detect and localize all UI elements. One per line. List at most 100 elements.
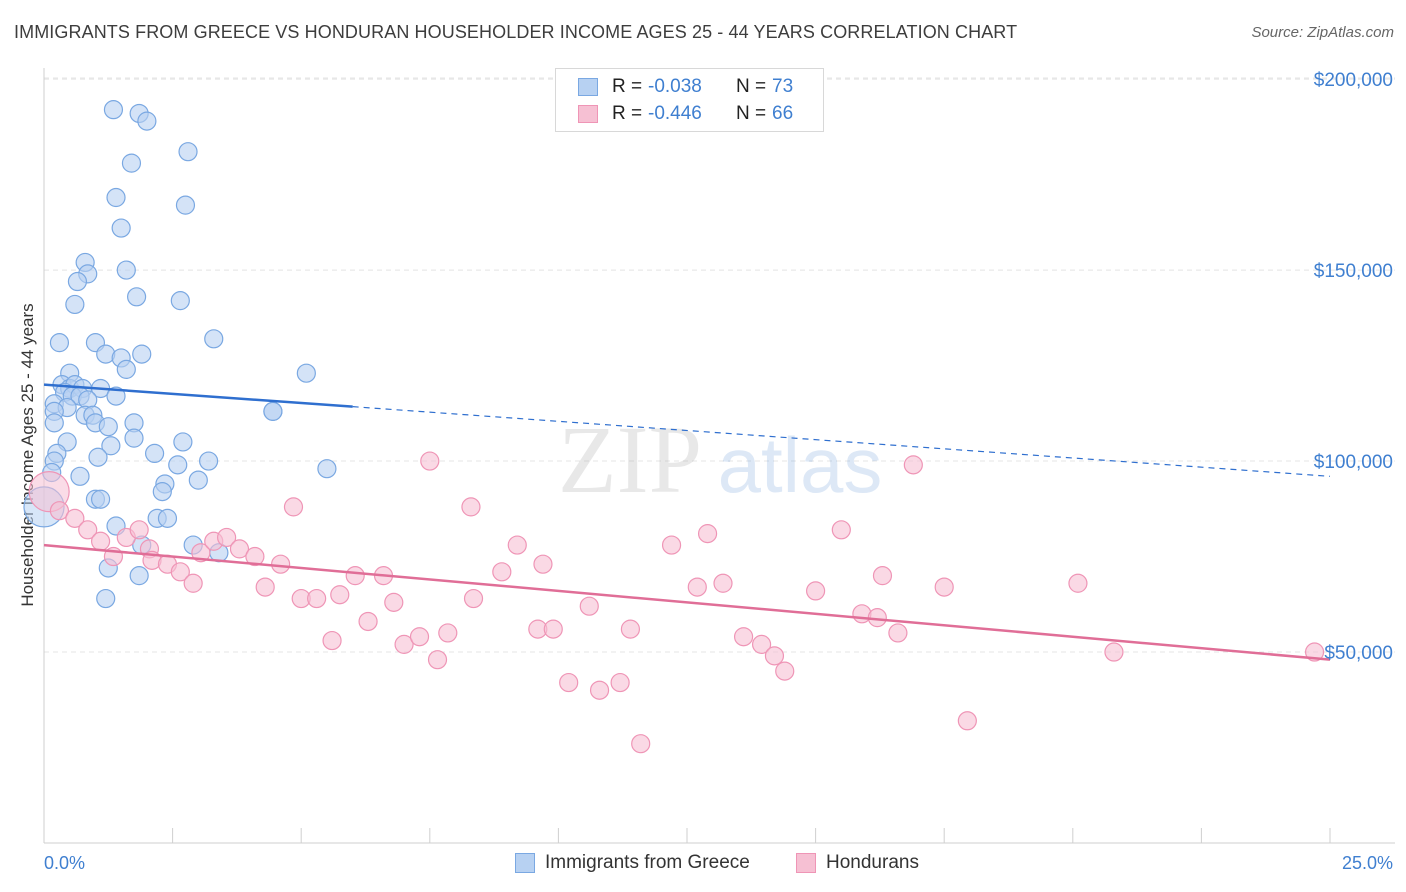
honduran-point <box>697 524 718 544</box>
honduran-point <box>384 592 404 612</box>
data-points <box>23 100 1325 754</box>
honduran-point <box>461 497 481 517</box>
honduran-point <box>191 543 211 563</box>
legend-n-value: 66 <box>772 103 794 124</box>
honduran-point <box>831 520 851 540</box>
source-label: Source: ZipAtlas.com <box>1251 24 1394 41</box>
greece-point <box>124 428 144 448</box>
legend-n-label: N = <box>736 103 767 124</box>
honduran-point <box>65 508 85 528</box>
greece-point <box>116 260 136 280</box>
honduran-point <box>78 520 98 540</box>
correlation-legend: R = -0.038 N = 73 R = -0.446 N = 66 <box>555 68 824 132</box>
legend-swatch-hondurans <box>578 105 598 123</box>
honduran-point <box>903 455 923 475</box>
honduran-point <box>543 619 563 639</box>
honduran-point <box>610 672 630 693</box>
greece-point <box>116 359 136 379</box>
honduran-point <box>217 527 237 548</box>
legend-r-value: -0.446 <box>648 103 702 124</box>
greece-point <box>178 142 198 162</box>
greece-point <box>65 294 85 315</box>
greece-point <box>137 111 157 131</box>
watermark-zip: ZIP <box>558 406 702 513</box>
legend-r-value: -0.038 <box>648 76 702 97</box>
greece-point <box>111 218 131 238</box>
watermark-atlas: atlas <box>718 421 883 509</box>
greece-point <box>152 482 172 502</box>
honduran-point <box>129 520 149 540</box>
greece-point <box>157 508 178 528</box>
honduran-point <box>1304 642 1325 662</box>
watermark: ZIP atlas <box>558 406 882 513</box>
honduran-point <box>330 585 350 605</box>
legend-n-label: N = <box>736 76 767 97</box>
honduran-point <box>420 451 440 471</box>
honduran-point <box>805 581 826 601</box>
honduran-point <box>90 531 111 551</box>
greece-point <box>199 451 219 471</box>
greece-point <box>263 401 283 421</box>
honduran-point <box>764 646 785 666</box>
honduran-trend-line <box>43 543 1331 661</box>
greece-point <box>317 459 337 479</box>
x-tick-label-min: 0.0% <box>44 853 85 873</box>
y-tick-label: $100,000 <box>1314 452 1393 473</box>
honduran-point <box>271 554 291 574</box>
greece-point <box>67 271 88 292</box>
honduran-point <box>427 650 448 670</box>
y-tick-label: $50,000 <box>1324 643 1393 664</box>
honduran-point <box>559 672 579 693</box>
trend-lines <box>43 383 1331 661</box>
legend-swatch-hondurans <box>796 853 816 873</box>
honduran-point <box>245 546 265 567</box>
honduran-point <box>358 611 378 632</box>
honduran-point <box>1104 642 1124 662</box>
legend-swatch-greece <box>515 853 535 873</box>
greece-point <box>90 489 111 509</box>
greece-point <box>88 447 108 467</box>
honduran-point <box>409 627 430 647</box>
greece-point <box>103 100 124 120</box>
honduran-point <box>49 501 70 521</box>
legend-label-hondurans: Hondurans <box>826 852 919 873</box>
x-tick-label-max: 25.0% <box>1342 853 1393 873</box>
honduran-point <box>713 573 733 593</box>
greece-trend-extension <box>352 406 1331 477</box>
greece-trend-line <box>43 383 353 408</box>
honduran-point <box>631 734 651 754</box>
greece-point <box>98 417 118 437</box>
greece-point <box>106 386 126 406</box>
honduran-point <box>775 661 795 681</box>
honduran-point <box>283 497 304 517</box>
honduran-point <box>322 630 342 651</box>
legend-r-label: R = <box>612 76 643 97</box>
grid-lines <box>44 77 1395 653</box>
greece-point <box>106 187 126 208</box>
honduran-point <box>533 554 553 574</box>
honduran-point <box>507 535 527 555</box>
honduran-point <box>307 588 327 609</box>
y-tick-label: $200,000 <box>1314 70 1393 91</box>
greece-point <box>296 363 316 383</box>
legend-r-label: R = <box>612 103 643 124</box>
honduran-point <box>733 627 754 647</box>
greece-point <box>175 195 196 215</box>
honduran-point <box>872 566 893 586</box>
legend-label-greece: Immigrants from Greece <box>545 852 750 873</box>
greece-point <box>173 432 193 452</box>
honduran-point <box>751 634 772 654</box>
honduran-point <box>957 711 977 731</box>
greece-point <box>144 443 165 464</box>
honduran-point <box>589 680 610 700</box>
greece-point <box>132 344 152 364</box>
honduran-point <box>620 619 641 639</box>
greece-point <box>96 588 116 609</box>
greece-point <box>204 329 224 349</box>
honduran-point <box>579 596 599 616</box>
honduran-point <box>229 539 250 559</box>
greece-point <box>49 333 70 353</box>
honduran-point <box>170 562 190 582</box>
y-tick-label: $150,000 <box>1314 261 1393 282</box>
honduran-point <box>438 623 458 643</box>
